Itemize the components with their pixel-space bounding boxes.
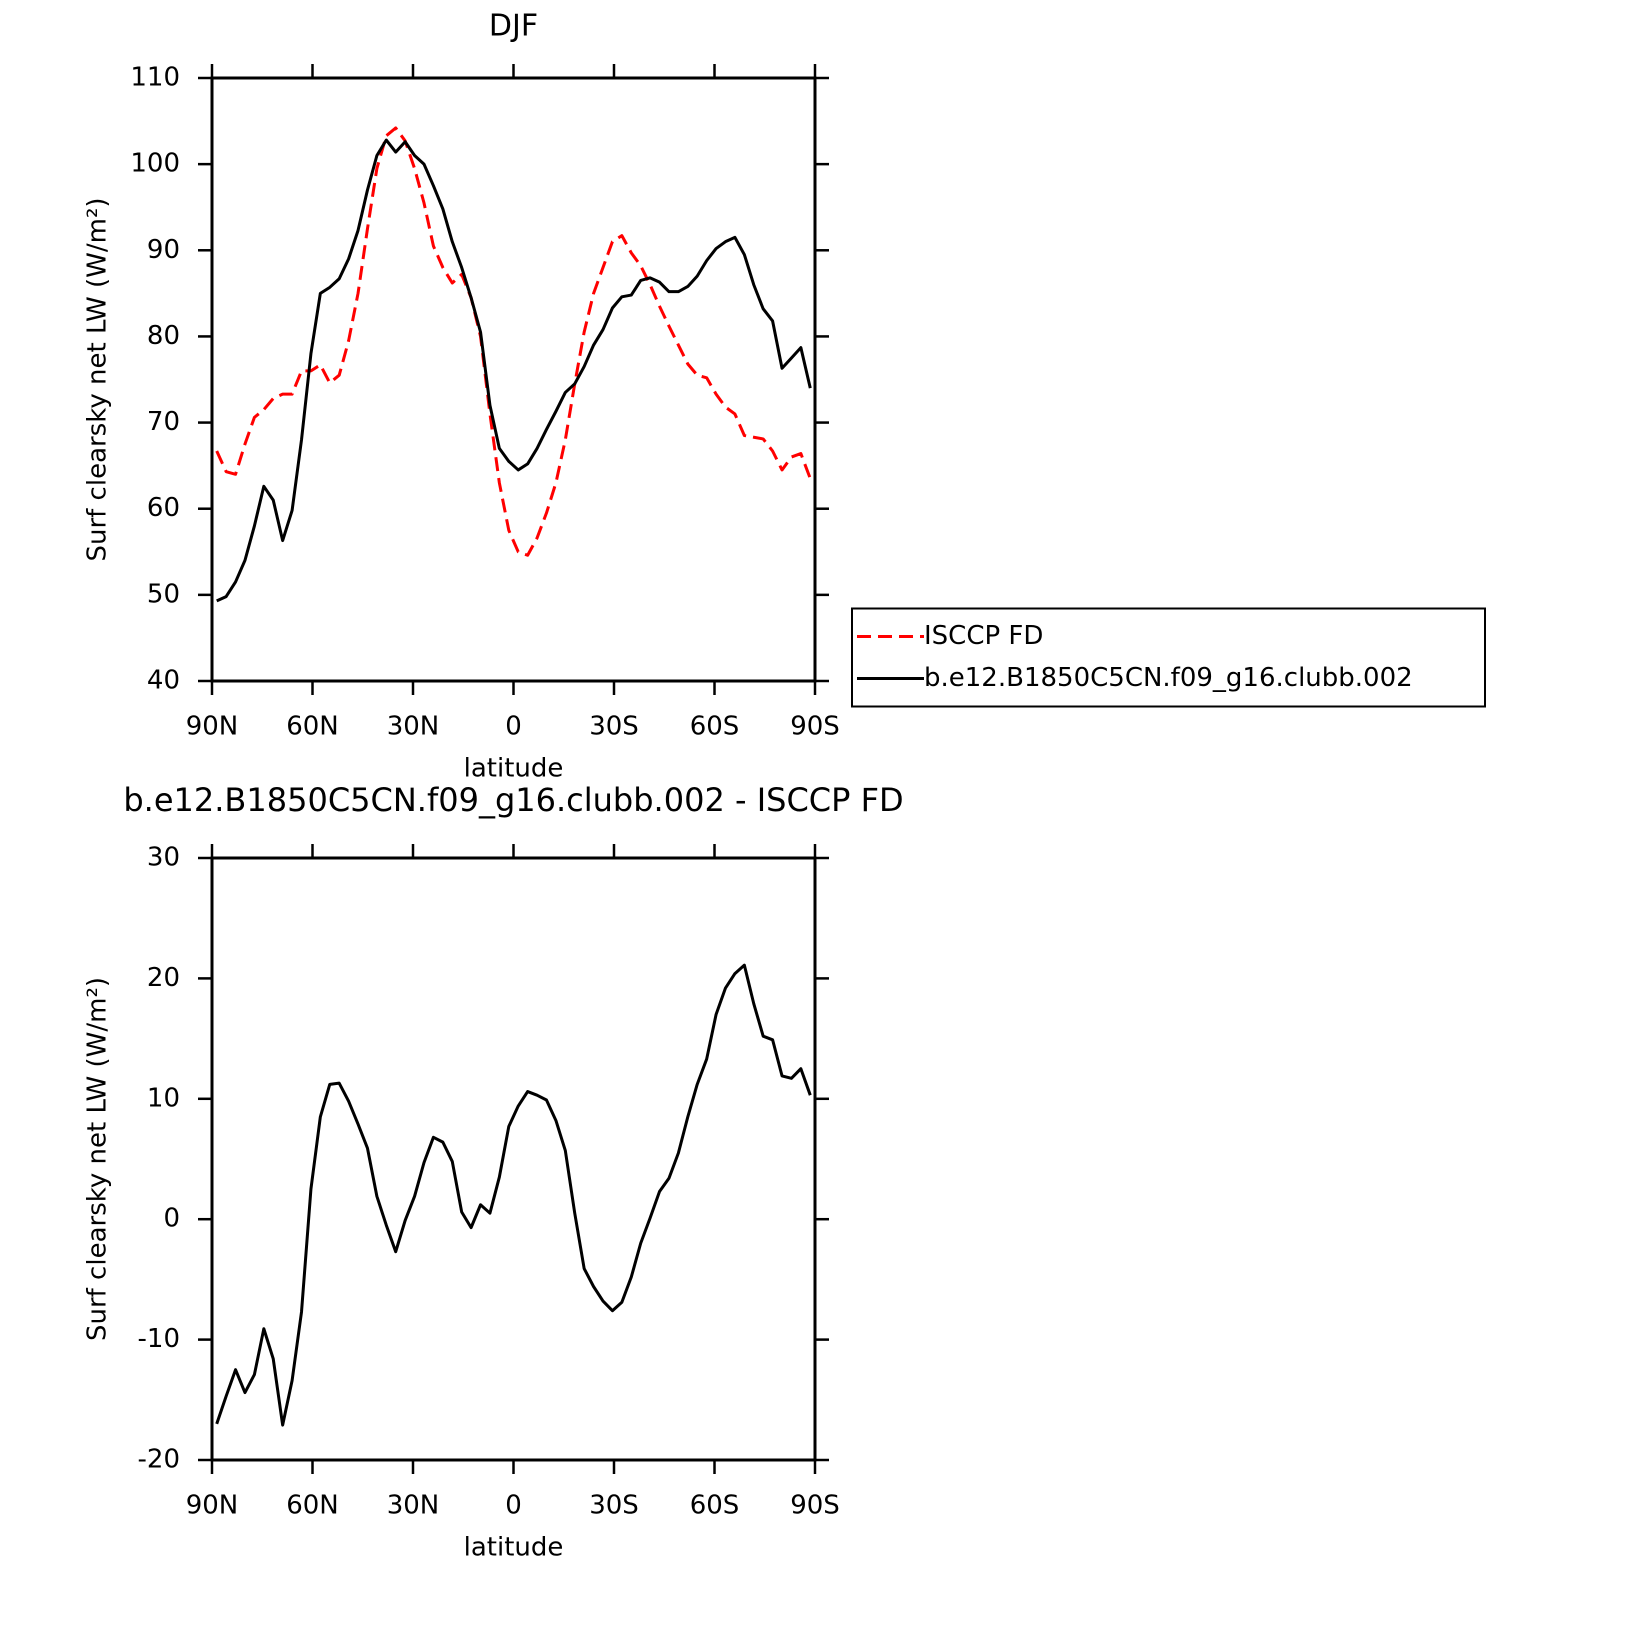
legend-box bbox=[851, 607, 1486, 708]
data-line bbox=[215, 963, 812, 1427]
x-tick-label: 30N bbox=[387, 1491, 440, 1521]
x-axis-label: latitude bbox=[464, 1533, 564, 1563]
x-tick-label: 90N bbox=[186, 1491, 239, 1521]
x-tick-label: 60N bbox=[286, 1491, 339, 1521]
y-tick-label: -10 bbox=[138, 1324, 180, 1354]
x-tick-label: 90S bbox=[790, 1491, 840, 1521]
x-tick-label: 30N bbox=[387, 712, 440, 742]
chart-title: DJF bbox=[489, 9, 538, 44]
x-tick-label: 60S bbox=[690, 712, 740, 742]
x-tick-label: 0 bbox=[505, 1491, 522, 1521]
legend-label: ISCCP FD bbox=[924, 621, 1043, 651]
plot-frame bbox=[210, 856, 817, 1462]
chart-title: b.e12.B1850C5CN.f09_g16.clubb.002 - ISCC… bbox=[123, 781, 903, 819]
data-line bbox=[216, 138, 812, 603]
data-line bbox=[215, 126, 812, 557]
y-axis-label: Surf clearsky net LW (W/m²) bbox=[83, 197, 113, 561]
y-tick-label: 40 bbox=[147, 666, 180, 696]
y-tick-label: 20 bbox=[147, 963, 180, 993]
x-axis-label: latitude bbox=[464, 754, 564, 784]
x-tick-label: 90S bbox=[790, 712, 840, 742]
x-tick-label: 60N bbox=[286, 712, 339, 742]
y-axis-label: Surf clearsky net LW (W/m²) bbox=[83, 977, 113, 1341]
x-tick-label: 0 bbox=[505, 712, 522, 742]
x-tick-label: 30S bbox=[589, 712, 639, 742]
y-tick-label: 80 bbox=[147, 321, 180, 351]
y-tick-label: -20 bbox=[138, 1445, 180, 1475]
x-tick-label: 90N bbox=[186, 712, 239, 742]
y-tick-label: 110 bbox=[130, 63, 180, 93]
y-tick-label: 10 bbox=[147, 1083, 180, 1113]
x-tick-label: 30S bbox=[589, 1491, 639, 1521]
x-tick-label: 60S bbox=[690, 1491, 740, 1521]
y-tick-label: 100 bbox=[130, 149, 180, 179]
y-tick-label: 60 bbox=[147, 493, 180, 523]
y-tick-label: 30 bbox=[147, 843, 180, 873]
legend-label: b.e12.B1850C5CN.f09_g16.clubb.002 bbox=[924, 663, 1413, 693]
plot-frame bbox=[210, 76, 817, 683]
y-tick-label: 0 bbox=[163, 1204, 180, 1234]
y-tick-label: 90 bbox=[147, 235, 180, 265]
y-tick-label: 50 bbox=[147, 579, 180, 609]
y-tick-label: 70 bbox=[147, 407, 180, 437]
